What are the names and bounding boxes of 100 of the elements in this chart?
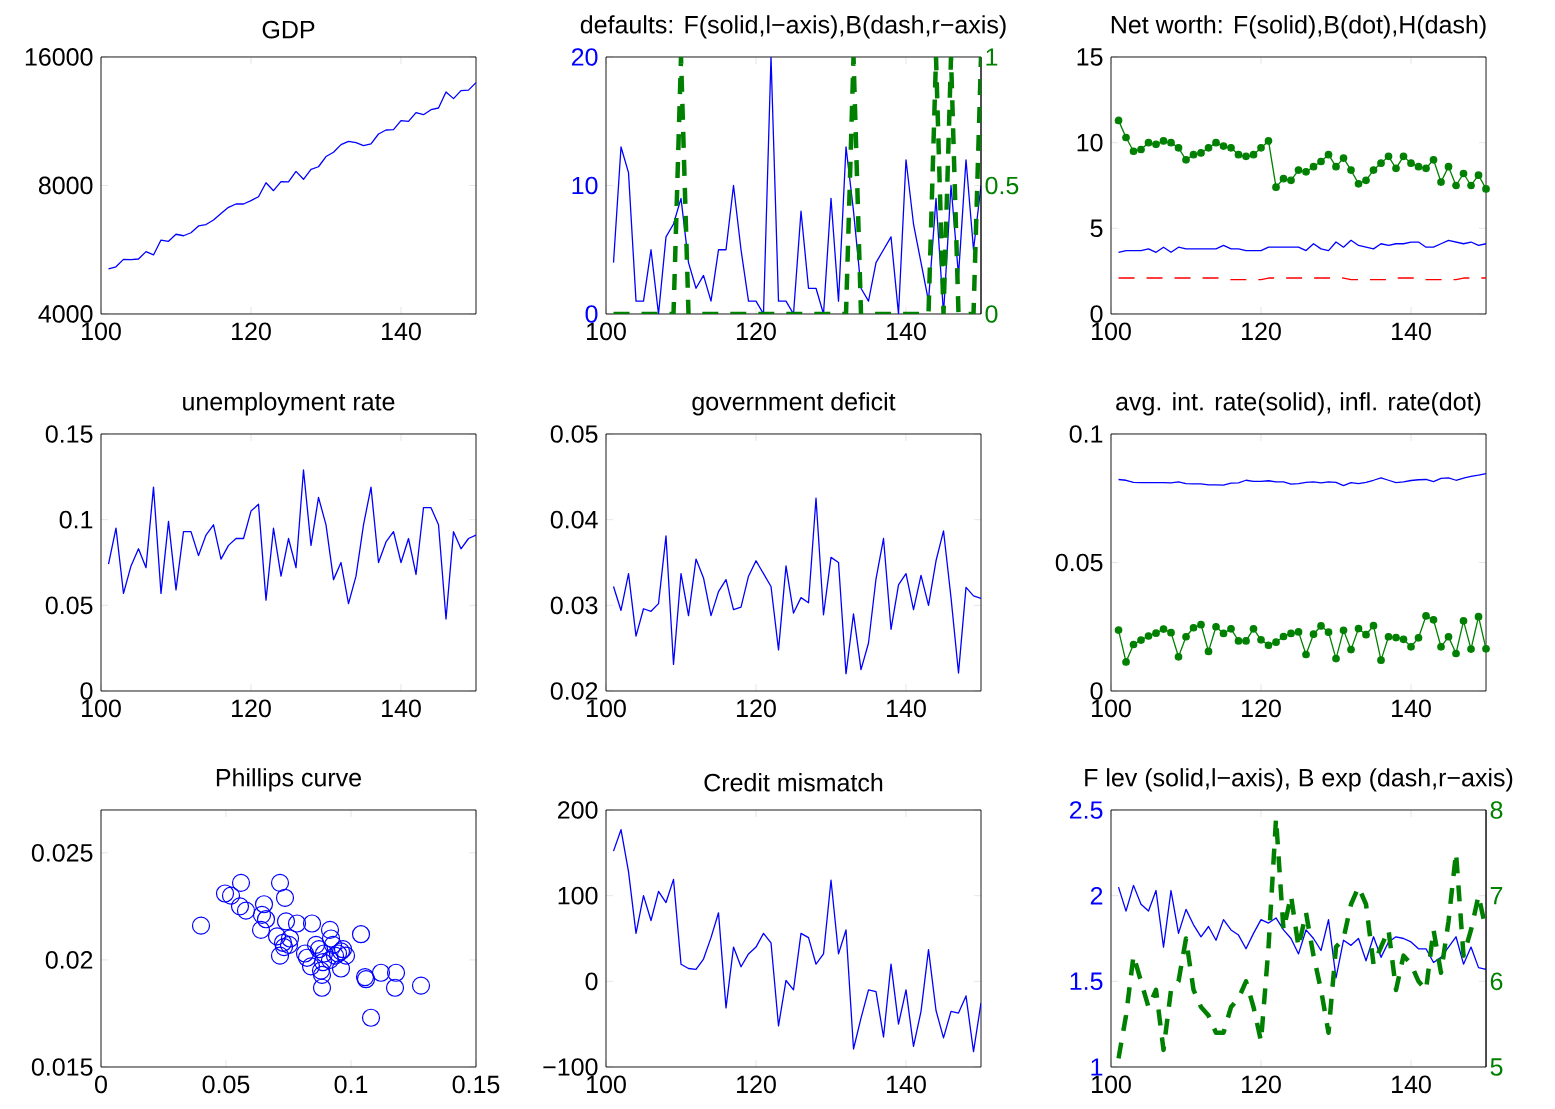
point bbox=[1129, 147, 1138, 156]
chart-title: government deficit bbox=[692, 392, 896, 416]
point bbox=[1137, 636, 1145, 644]
point bbox=[1129, 640, 1138, 649]
point bbox=[254, 895, 274, 914]
point bbox=[1332, 654, 1340, 663]
point bbox=[297, 948, 317, 967]
point bbox=[1324, 628, 1333, 636]
point bbox=[312, 978, 332, 997]
point bbox=[1414, 162, 1423, 171]
y-tick-label: −100 bbox=[543, 1058, 598, 1076]
x-tick-label: 140 bbox=[1392, 1075, 1431, 1094]
point bbox=[1354, 179, 1363, 188]
point bbox=[1182, 155, 1190, 164]
x-tick-label: 0.1 bbox=[334, 1075, 368, 1094]
point bbox=[313, 952, 333, 972]
y-tick-label: 4000 bbox=[38, 305, 93, 323]
point bbox=[1152, 140, 1160, 149]
y2-tick-label: 6 bbox=[1490, 972, 1503, 991]
point bbox=[1257, 636, 1265, 644]
point bbox=[1302, 167, 1310, 176]
point bbox=[1482, 645, 1490, 653]
point bbox=[1122, 658, 1130, 666]
point bbox=[1437, 178, 1445, 186]
y2-tick-label: 0.5 bbox=[985, 176, 1019, 195]
point bbox=[1279, 174, 1288, 183]
point bbox=[1204, 647, 1213, 656]
x-tick-label: 120 bbox=[232, 322, 271, 341]
point bbox=[1294, 166, 1303, 174]
point bbox=[1167, 628, 1175, 637]
y-tick-label: 8000 bbox=[38, 176, 93, 195]
y-tick-label: 0 bbox=[585, 305, 598, 323]
point bbox=[323, 935, 343, 955]
x-tick-label: 140 bbox=[1392, 322, 1431, 341]
point bbox=[295, 944, 315, 963]
point bbox=[1242, 152, 1250, 161]
y-tick-label: 0.015 bbox=[31, 1058, 93, 1076]
y-tick-label: 10 bbox=[1077, 133, 1103, 152]
point bbox=[1399, 152, 1408, 161]
point bbox=[312, 965, 332, 985]
point bbox=[1114, 116, 1123, 125]
point bbox=[1354, 624, 1363, 633]
y-tick-label: 0 bbox=[1090, 682, 1103, 700]
point bbox=[1437, 642, 1445, 651]
x-tick-label: 100 bbox=[82, 322, 121, 341]
y-tick-label: 0.1 bbox=[1069, 425, 1103, 443]
point bbox=[1324, 150, 1333, 159]
point bbox=[1257, 143, 1265, 152]
point bbox=[1339, 154, 1348, 162]
point bbox=[1399, 635, 1408, 644]
point bbox=[1234, 637, 1243, 645]
point bbox=[252, 905, 272, 925]
x-tick-label: 120 bbox=[737, 1075, 776, 1094]
point bbox=[1369, 166, 1378, 174]
point bbox=[336, 946, 356, 965]
point bbox=[1144, 138, 1153, 147]
y-tick-label: 1 bbox=[1091, 1058, 1103, 1076]
chart-title: Net worth: F(solid),B(dot),H(dash) bbox=[1111, 15, 1486, 39]
y-tick-label: 0.05 bbox=[45, 596, 93, 615]
y-tick-label: 0.05 bbox=[550, 425, 598, 443]
y-tick-label: 200 bbox=[558, 801, 598, 819]
point bbox=[1114, 626, 1123, 634]
point bbox=[215, 884, 235, 903]
point bbox=[1309, 162, 1318, 171]
point bbox=[1189, 150, 1198, 159]
point bbox=[1182, 632, 1190, 641]
point bbox=[1159, 137, 1168, 145]
point bbox=[1429, 155, 1438, 164]
y-tick-label: 0 bbox=[1090, 305, 1103, 323]
point bbox=[279, 935, 299, 955]
point bbox=[1242, 637, 1250, 645]
point bbox=[1422, 164, 1430, 173]
point bbox=[1339, 626, 1348, 635]
point bbox=[1459, 616, 1468, 625]
y-tick-label: 0.03 bbox=[550, 596, 598, 615]
point bbox=[1197, 620, 1205, 629]
y-tick-label: 0 bbox=[80, 682, 93, 700]
point bbox=[321, 929, 341, 948]
x-tick-label: 140 bbox=[887, 699, 926, 718]
y2-tick-label: 5 bbox=[1490, 1058, 1503, 1076]
point bbox=[1212, 138, 1220, 147]
point bbox=[301, 957, 321, 976]
point bbox=[1144, 632, 1153, 640]
y-tick-label: 1.5 bbox=[1070, 972, 1103, 991]
point bbox=[1452, 181, 1460, 190]
point bbox=[302, 914, 322, 933]
point bbox=[371, 963, 391, 982]
point bbox=[309, 940, 329, 959]
point bbox=[1287, 176, 1295, 185]
point bbox=[231, 873, 251, 892]
y2-tick-label: 1 bbox=[986, 48, 998, 66]
y-tick-label: 100 bbox=[558, 886, 598, 905]
chart-title: avg. int. rate(solid), infl. rate(dot) bbox=[1116, 392, 1481, 416]
y-tick-label: 5 bbox=[1090, 219, 1103, 238]
point bbox=[221, 886, 241, 905]
point bbox=[1377, 159, 1385, 168]
point bbox=[1204, 143, 1213, 152]
point bbox=[1272, 183, 1280, 192]
x-tick-label: 140 bbox=[887, 322, 926, 341]
point bbox=[274, 937, 294, 957]
